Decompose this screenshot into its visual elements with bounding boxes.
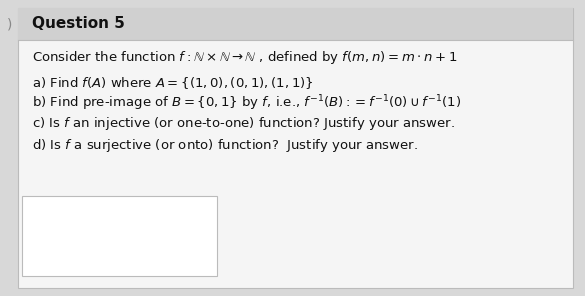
- Text: c) Is $f$ an injective (or one-to-one) function? Justify your answer.: c) Is $f$ an injective (or one-to-one) f…: [32, 115, 455, 133]
- Text: d) Is $f$ a surjective (or onto) function?  Justify your answer.: d) Is $f$ a surjective (or onto) functio…: [32, 136, 418, 154]
- Bar: [18, 8, 573, 40]
- Text: Question 5: Question 5: [32, 17, 125, 31]
- Text: Consider the function $f : \mathbb{N} \times \mathbb{N} \rightarrow \mathbb{N}$ : Consider the function $f : \mathbb{N} \t…: [32, 49, 457, 67]
- Bar: [22, 196, 217, 276]
- Text: ): ): [7, 17, 13, 31]
- Text: b) Find pre-image of $B = \{0, 1\}$ by $f$, i.e., $f^{-1}(B) := f^{-1}(0) \cup f: b) Find pre-image of $B = \{0, 1\}$ by $…: [32, 93, 461, 113]
- Text: a) Find $f(A)$ where $A = \{(1, 0), (0, 1), (1, 1)\}$: a) Find $f(A)$ where $A = \{(1, 0), (0, …: [32, 75, 314, 91]
